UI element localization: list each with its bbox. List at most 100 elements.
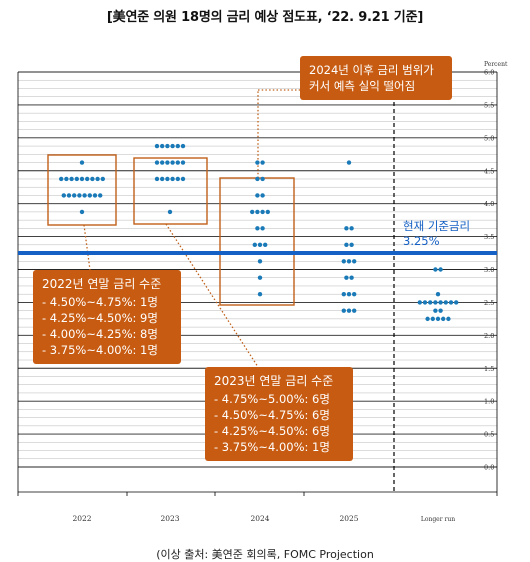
- dot: [260, 209, 265, 215]
- dot: [250, 209, 255, 215]
- dot: [422, 300, 428, 305]
- callout-2022-line-3: - 4.00%~4.25%: 8명: [42, 327, 158, 341]
- y-tick-label: 1.5: [484, 365, 494, 373]
- dot: [180, 160, 186, 165]
- dot: [417, 300, 422, 305]
- y-tick-label: 0.0: [484, 464, 494, 472]
- dot: [349, 275, 354, 280]
- dot: [448, 300, 454, 305]
- dot: [433, 300, 438, 305]
- dot: [87, 193, 93, 198]
- dot: [167, 209, 173, 215]
- dot: [180, 176, 186, 182]
- dot: [79, 209, 85, 215]
- box-2022: [47, 154, 117, 226]
- y-tick-label: 4.0: [484, 200, 494, 208]
- dot: [95, 176, 100, 182]
- dot: [260, 160, 265, 165]
- source-note: (이상 출처: 美연준 회의록, FOMC Projection: [156, 548, 374, 561]
- dot: [175, 176, 180, 182]
- dots-layer: [59, 143, 459, 322]
- dot: [154, 176, 160, 182]
- dot: [344, 242, 349, 248]
- dot: [346, 160, 352, 165]
- dot: [352, 308, 357, 313]
- dot: [69, 176, 74, 182]
- note-2024-line-1: 2024년 이후 금리 범위가: [309, 63, 434, 77]
- dot: [175, 143, 180, 149]
- dot: [77, 193, 82, 198]
- dot: [82, 193, 87, 198]
- dot: [59, 176, 64, 182]
- dot: [160, 176, 165, 182]
- dot: [446, 316, 451, 322]
- dot: [64, 176, 69, 182]
- dot: [433, 267, 438, 272]
- dot: [165, 143, 170, 149]
- note-2024-callout: 2024년 이후 금리 범위가 커서 예측 실익 떨어짐: [300, 56, 452, 100]
- current-rate-label: 현재 기준금리: [403, 219, 470, 233]
- dot: [346, 291, 352, 297]
- dot: [435, 316, 441, 322]
- dot: [66, 193, 72, 198]
- dot: [433, 308, 438, 313]
- dot: [344, 275, 349, 280]
- y-tick-label: 1.0: [484, 398, 494, 406]
- dot: [74, 176, 80, 182]
- dot: [425, 316, 430, 322]
- x-category-label: 2025: [339, 514, 358, 523]
- y-tick-label: 2.5: [484, 299, 494, 307]
- x-category-label: 2024: [250, 514, 269, 523]
- box-2023: [133, 157, 208, 225]
- x-category-labels: 2022 2023 2024 2025 Longer run: [72, 514, 455, 523]
- callout-2022: 2022년 연말 금리 수준 - 4.50%~4.75%: 1명 - 4.25%…: [33, 270, 181, 364]
- dot: [170, 160, 175, 165]
- dot: [346, 308, 352, 313]
- y-tick-label: 5.0: [484, 134, 494, 142]
- dot: [341, 259, 346, 264]
- x-category-label: 2022: [72, 514, 91, 523]
- dot: [255, 193, 260, 198]
- y-tick-label: 3.0: [484, 266, 494, 274]
- dot: [346, 259, 352, 264]
- x-category-label: 2023: [160, 514, 179, 523]
- dot: [441, 316, 446, 322]
- dot: [349, 226, 354, 231]
- dot: [79, 160, 85, 165]
- dot: [428, 300, 433, 305]
- dot: [352, 259, 357, 264]
- dot: [341, 291, 346, 297]
- dot: [344, 226, 349, 231]
- dot: [255, 209, 260, 215]
- dot: [165, 176, 170, 182]
- dot: [349, 242, 354, 248]
- leader-line: [165, 223, 259, 368]
- dot: [430, 316, 435, 322]
- highlight-boxes: [47, 154, 295, 306]
- dot: [257, 291, 263, 297]
- dot: [257, 242, 263, 248]
- leader-lines: [83, 89, 300, 368]
- dot: [170, 143, 175, 149]
- y-tick-label: 5.5: [484, 101, 494, 109]
- callout-2022-title: 2022년 연말 금리 수준: [42, 277, 162, 291]
- dot: [260, 193, 265, 198]
- dot: [154, 160, 160, 165]
- y-axis-label: Percent: [484, 61, 508, 68]
- dot: [252, 242, 257, 248]
- y-tick-label: 0.5: [484, 431, 494, 439]
- leader-line: [83, 224, 91, 271]
- dot: [165, 160, 170, 165]
- dot: [257, 275, 263, 280]
- dot: [61, 193, 66, 198]
- dot: [90, 176, 95, 182]
- dot: [263, 242, 268, 248]
- y-tick-labels: 0.0 0.5 1.0 1.5 2.0 2.5 3.0 3.5 4.0 4.5 5.0 5.5 6.0: [484, 69, 494, 472]
- dot: [265, 209, 270, 215]
- current-rate-value: 3.25%: [403, 234, 440, 248]
- y-tick-label: 4.5: [484, 167, 494, 175]
- dot: [72, 193, 77, 198]
- dot: [85, 176, 90, 182]
- y-tick-label: 6.0: [484, 69, 494, 77]
- dot: [352, 291, 357, 297]
